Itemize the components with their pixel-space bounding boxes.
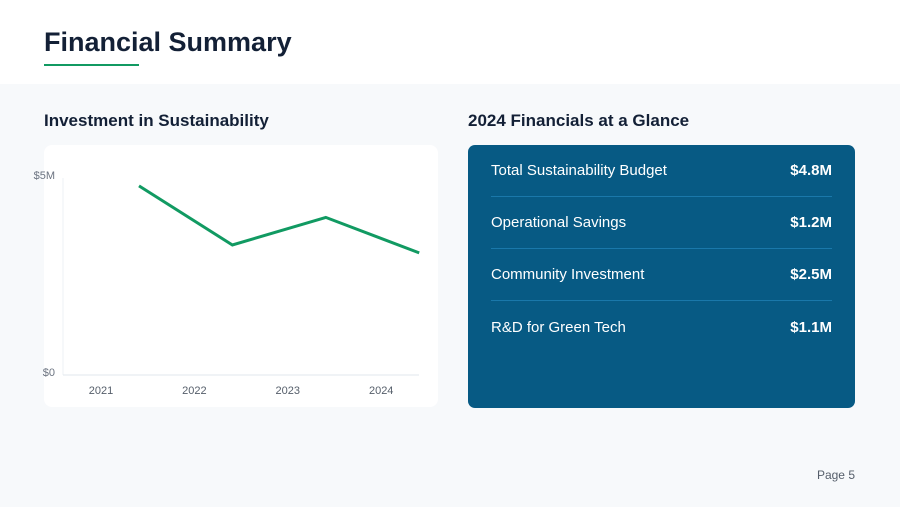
financials-title: 2024 Financials at a Glance xyxy=(468,111,690,130)
financial-row: Operational Savings $1.2M xyxy=(491,197,832,249)
row-label: Operational Savings xyxy=(491,214,627,231)
row-value: $1.1M xyxy=(790,318,832,336)
x-tick-label: 2023 xyxy=(276,385,300,397)
row-value: $4.8M xyxy=(790,162,832,179)
row-label: R&D for Green Tech xyxy=(491,318,626,336)
row-value: $1.2M xyxy=(790,214,832,231)
financial-row: R&D for Green Tech $1.1M xyxy=(491,301,832,353)
series-line xyxy=(138,184,420,255)
financial-row: Community Investment $2.5M xyxy=(491,249,832,301)
row-label: Total Sustainability Budget xyxy=(491,162,667,179)
header: Financial Summary xyxy=(0,0,900,84)
page-title: Financial Summary xyxy=(44,27,292,57)
financials-card: Total Sustainability Budget $4.8M Operati… xyxy=(468,145,855,408)
y-tick-label: $5M xyxy=(34,170,55,182)
chart-card xyxy=(44,145,438,407)
x-tick-label: 2022 xyxy=(182,385,206,397)
page-number: Page 5 xyxy=(816,468,855,482)
x-tick-label: 2021 xyxy=(89,385,113,397)
financial-row: Total Sustainability Budget $4.8M xyxy=(491,145,832,197)
x-tick-label: 2024 xyxy=(369,385,393,397)
row-label: Community Investment xyxy=(491,266,645,283)
y-tick-label: $0 xyxy=(43,367,55,379)
row-value: $2.5M xyxy=(790,266,832,283)
title-underline xyxy=(44,64,139,66)
chart-title: Investment in Sustainability xyxy=(44,111,269,130)
